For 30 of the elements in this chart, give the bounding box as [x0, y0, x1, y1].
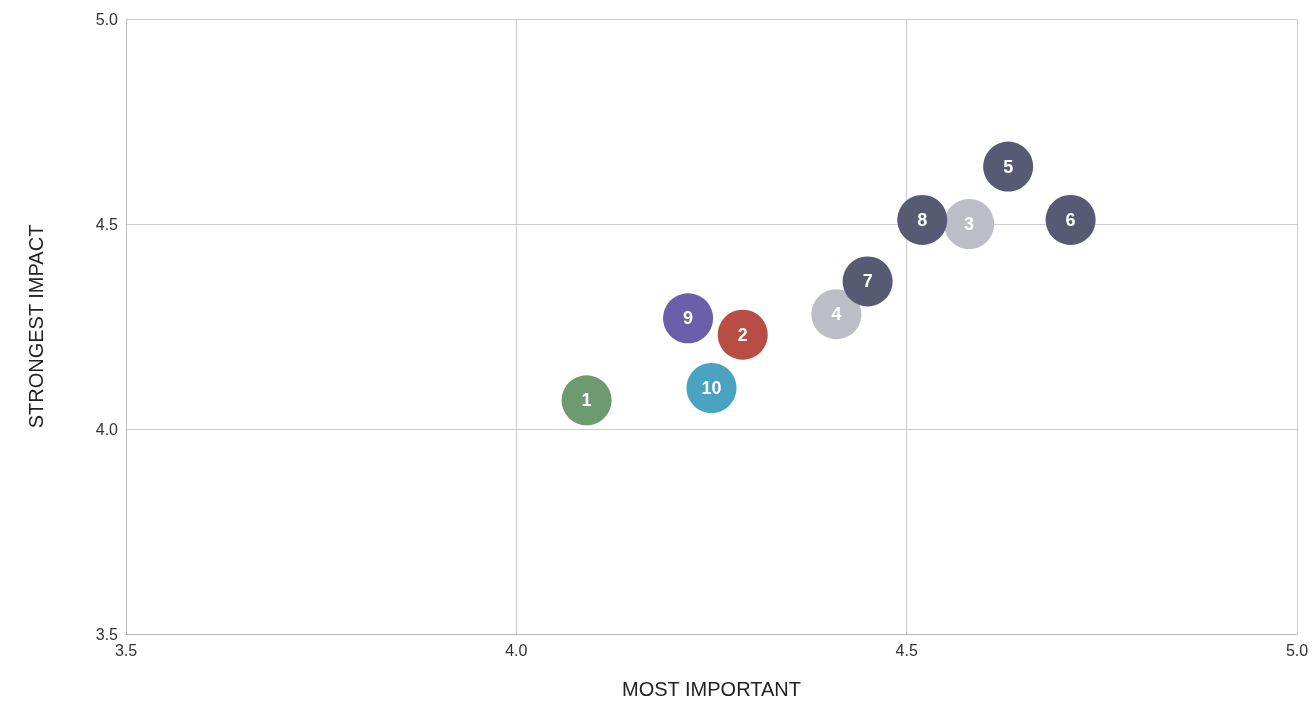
point [561, 375, 612, 426]
series-label: 7 [862, 271, 873, 292]
series-label: 6 [1065, 209, 1076, 230]
series-label: 5 [1003, 156, 1014, 177]
point [663, 293, 714, 344]
y-tick-label: 5.0 [95, 10, 119, 28]
series-label: 1 [581, 390, 592, 411]
series-label: 2 [737, 324, 748, 345]
y-tick-label: 4.0 [95, 420, 119, 438]
x-tick-label: 4.0 [505, 641, 528, 659]
point [1045, 194, 1096, 245]
series-label: 4 [831, 304, 842, 325]
series-label: 8 [917, 209, 928, 230]
x-axis-title: MOST IMPORTANT [622, 678, 801, 700]
point [897, 194, 948, 245]
point [717, 309, 768, 360]
y-tick-label: 4.5 [95, 215, 119, 233]
point [944, 199, 995, 249]
x-tick-label: 4.5 [895, 641, 918, 659]
point [686, 363, 737, 413]
y-tick-label: 3.5 [95, 625, 119, 643]
point [811, 289, 862, 340]
series-label: 10 [701, 378, 722, 398]
series-label: 3 [964, 214, 975, 234]
y-axis-title: STRONGEST IMPACT [25, 224, 47, 429]
x-tick-label: 3.5 [114, 641, 138, 659]
point [983, 141, 1034, 192]
x-tick-label: 5.0 [1285, 641, 1309, 659]
point [842, 256, 893, 307]
series-label: 9 [683, 308, 694, 329]
